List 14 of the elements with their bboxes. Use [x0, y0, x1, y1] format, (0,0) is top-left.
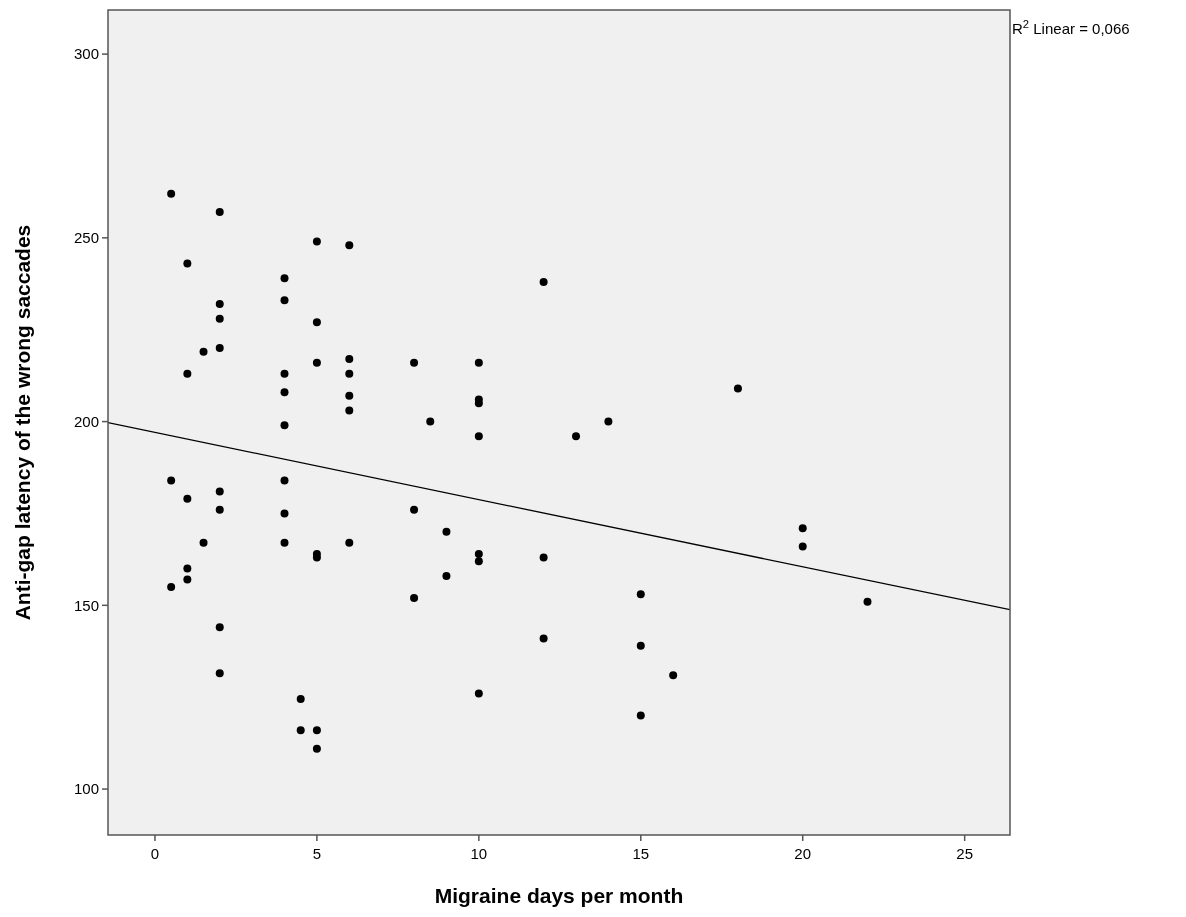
x-tick-label: 20: [794, 845, 812, 862]
x-tick-label: 5: [312, 845, 322, 862]
x-axis-title: Migraine days per month: [434, 884, 684, 907]
y-tick-label: 200: [73, 412, 99, 430]
y-tick-label: 250: [73, 229, 99, 247]
y-axis-title: Anti-gap latency of the wrong saccades: [11, 224, 34, 621]
x-tick-label: 15: [632, 845, 650, 862]
x-tick-label: 10: [470, 845, 488, 862]
x-tick-label: 25: [956, 845, 973, 862]
y-tick-label: 150: [73, 596, 99, 614]
x-tick-label: 0: [150, 845, 160, 862]
y-tick-label: 300: [73, 45, 99, 63]
y-tick-label: 100: [73, 780, 99, 798]
text: R$^{2}$ Linear = 0,066: [1012, 18, 1130, 37]
